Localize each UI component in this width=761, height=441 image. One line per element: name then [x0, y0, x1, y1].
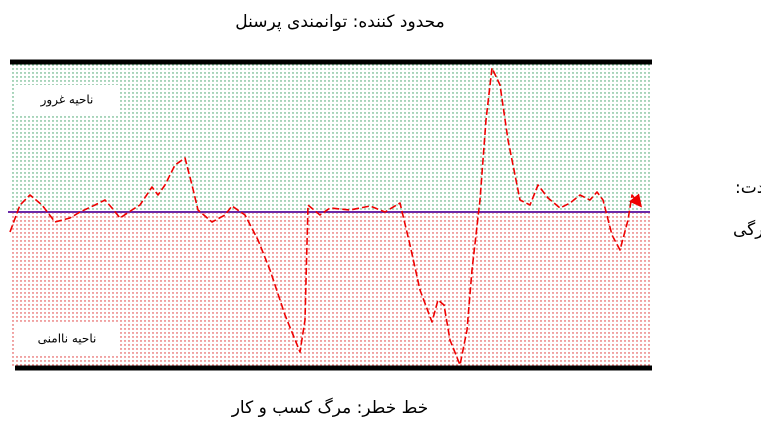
boundary-label-1: مرز عادت: [735, 178, 761, 198]
boundary-label-2: روزمرگی [733, 219, 761, 240]
upper-label-box [15, 85, 120, 115]
upper-zone-label: ناحیه غرور [40, 93, 94, 108]
lower-zone-label: ناحیه ناامنی [38, 332, 97, 346]
title: محدود کننده: توانمندی پرسنل [235, 12, 444, 32]
lower-label-box [15, 322, 120, 355]
danger-label: خط خطر: مرگ کسب و کار [231, 397, 429, 418]
upper-zone [10, 62, 652, 212]
